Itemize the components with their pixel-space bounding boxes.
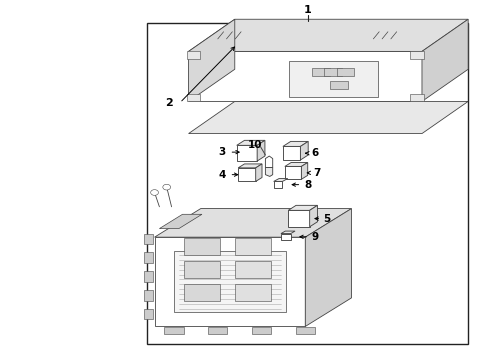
Polygon shape (236, 145, 257, 161)
Polygon shape (238, 164, 262, 168)
Bar (330, 81, 347, 89)
Bar (147, 23, 467, 344)
Polygon shape (188, 102, 467, 134)
Polygon shape (300, 141, 307, 160)
Text: 5: 5 (323, 213, 330, 224)
Bar (183, 238, 220, 255)
Polygon shape (301, 162, 307, 179)
Bar (186, 94, 200, 102)
Bar (174, 251, 285, 312)
Text: 3: 3 (218, 147, 225, 157)
Polygon shape (255, 164, 262, 181)
Polygon shape (159, 214, 202, 229)
Bar (324, 68, 341, 76)
Polygon shape (309, 205, 317, 227)
Text: 8: 8 (304, 180, 311, 190)
Bar (183, 261, 220, 278)
Polygon shape (273, 179, 287, 181)
Text: 7: 7 (313, 168, 321, 178)
Bar (288, 61, 377, 97)
Text: 6: 6 (311, 148, 319, 158)
Polygon shape (188, 19, 467, 51)
Polygon shape (421, 19, 467, 102)
Polygon shape (188, 51, 421, 102)
Polygon shape (287, 210, 309, 227)
Circle shape (150, 190, 158, 195)
Polygon shape (265, 156, 272, 167)
Bar (336, 68, 353, 76)
Text: 1: 1 (303, 5, 311, 15)
Bar (295, 327, 314, 334)
Bar (143, 271, 152, 282)
Bar (143, 234, 152, 244)
Bar (409, 94, 423, 102)
Polygon shape (285, 162, 307, 166)
Bar (164, 327, 183, 334)
Text: 10: 10 (247, 140, 262, 150)
Bar (234, 261, 271, 278)
Bar (143, 309, 152, 319)
Bar (409, 51, 423, 59)
Polygon shape (188, 19, 234, 102)
Polygon shape (236, 140, 264, 145)
Polygon shape (273, 181, 282, 188)
Bar (251, 327, 271, 334)
Text: 4: 4 (218, 170, 225, 180)
Bar (183, 284, 220, 301)
Bar (234, 238, 271, 255)
Polygon shape (281, 234, 290, 240)
Polygon shape (287, 205, 317, 210)
Polygon shape (285, 166, 301, 179)
Text: 2: 2 (165, 98, 173, 108)
Polygon shape (238, 168, 255, 181)
Circle shape (163, 184, 170, 190)
Polygon shape (154, 208, 351, 237)
Polygon shape (283, 147, 300, 160)
Bar (234, 284, 271, 301)
Polygon shape (305, 208, 351, 327)
Text: 9: 9 (311, 232, 318, 242)
Bar (207, 327, 227, 334)
Polygon shape (154, 237, 305, 327)
Bar (143, 252, 152, 263)
Polygon shape (265, 167, 272, 176)
Polygon shape (257, 140, 264, 161)
Bar (143, 290, 152, 301)
Polygon shape (283, 141, 307, 147)
Bar (186, 51, 200, 59)
Bar (312, 68, 329, 76)
Polygon shape (281, 231, 294, 234)
